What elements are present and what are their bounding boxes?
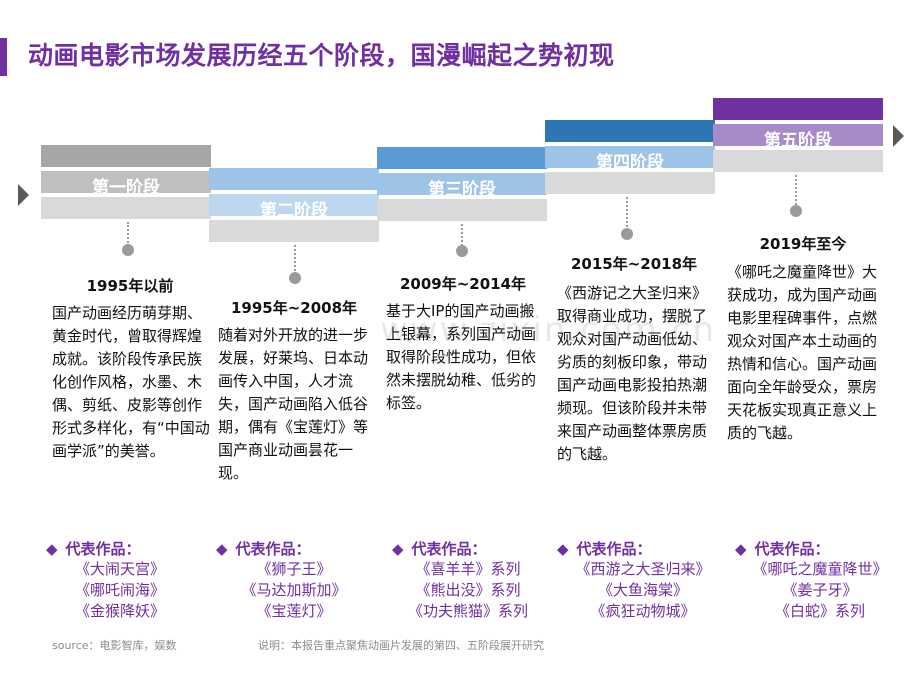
page-title: 动画电影市场发展历经五个阶段，国漫崛起之势初现 bbox=[28, 41, 615, 70]
stage-2-band-stripe bbox=[209, 220, 379, 242]
rep-heading-text: 代表作品： bbox=[411, 540, 487, 558]
rep-heading-text: 代表作品： bbox=[576, 540, 652, 558]
rep-heading-text: 代表作品： bbox=[65, 540, 141, 558]
stage-4-description: 《西游记之大圣归来》取得商业成功，摆脱了观众对国产动画低幼、劣质的刻板印象，带动… bbox=[557, 284, 708, 463]
stage-5-band-stripe bbox=[713, 124, 883, 146]
stage-2-dot bbox=[289, 272, 301, 284]
stage-5-label: 第五阶段 bbox=[764, 131, 832, 151]
stage-5-connector bbox=[795, 175, 797, 205]
work-title: 《喜羊羊》系列 bbox=[415, 560, 521, 578]
stage-4-rep-heading: ◆ 代表作品： bbox=[557, 538, 652, 559]
stage-3-works: 《喜羊羊》系列 《熊出没》系列 《功夫熊猫》系列 bbox=[383, 559, 553, 622]
diamond-bullet-icon: ◆ bbox=[557, 540, 569, 558]
stage-5-works: 《哪吒之魔童降世》 《姜子牙》 《白蛇》系列 bbox=[735, 559, 905, 622]
stage-4-band-stripe bbox=[545, 146, 715, 168]
stage-2-description: 随着对外开放的进一步发展，好莱坞、日本动画传入中国，人才流失，国产动画陷入低谷期… bbox=[218, 326, 369, 482]
stage-2-band-stripe bbox=[209, 194, 379, 216]
source-note: source：电影智库，娱数 bbox=[52, 639, 177, 652]
stage-3-band-stripe bbox=[377, 199, 547, 221]
diamond-bullet-icon: ◆ bbox=[392, 540, 404, 558]
work-title: 《熊出没》系列 bbox=[415, 581, 521, 599]
stage-1-rep-heading: ◆ 代表作品： bbox=[46, 538, 141, 559]
stage-4-period: 2015年~2018年 bbox=[570, 255, 698, 273]
work-title: 《金猴降妖》 bbox=[74, 602, 165, 620]
rep-heading-text: 代表作品： bbox=[754, 540, 830, 558]
stage-1-band-stripe bbox=[41, 197, 211, 219]
timeline-start-arrow-icon bbox=[18, 184, 29, 206]
diamond-bullet-icon: ◆ bbox=[46, 540, 58, 558]
stage-5-band-stripe bbox=[713, 150, 883, 172]
stage-1-label: 第一阶段 bbox=[92, 178, 160, 198]
stage-4-band-stripe bbox=[545, 120, 715, 142]
stage-1-works: 《大闹天宫》 《哪吒闹海》 《金猴降妖》 bbox=[35, 559, 205, 622]
stage-2-band-stripe bbox=[209, 168, 379, 190]
stage-5-dot bbox=[790, 205, 802, 217]
stage-5-period: 2019年至今 bbox=[759, 235, 847, 253]
stage-3-band: 第三阶段 bbox=[377, 147, 547, 223]
stage-4-band: 第四阶段 bbox=[545, 120, 715, 196]
stage-2-connector bbox=[294, 245, 296, 271]
stage-1-band: 第一阶段 bbox=[41, 145, 211, 221]
stage-3-band-stripe bbox=[377, 173, 547, 195]
stage-4-label: 第四阶段 bbox=[596, 153, 664, 173]
stage-1-connector bbox=[127, 222, 129, 246]
work-title: 《疯狂动物城》 bbox=[590, 602, 696, 620]
work-title: 《姜子牙》 bbox=[782, 581, 858, 599]
diamond-bullet-icon: ◆ bbox=[735, 540, 747, 558]
stage-3-dot bbox=[456, 245, 468, 257]
work-title: 《白蛇》系列 bbox=[774, 602, 865, 620]
work-title: 《狮子王》 bbox=[256, 560, 332, 578]
stage-2-label: 第二阶段 bbox=[260, 201, 328, 221]
stage-3-period: 2009年~2014年 bbox=[399, 275, 527, 293]
stage-3-rep-heading: ◆ 代表作品： bbox=[392, 538, 487, 559]
stage-3-description: 基于大IP的国产动画搬上银幕，系列国产动画取得阶段性成功，但依然未摆脱幼稚、低劣… bbox=[386, 302, 537, 412]
stage-1-description: 国产动画经历萌芽期、黄金时代，曾取得辉煌成就。该阶段传承民族化创作风格，水墨、木… bbox=[52, 304, 210, 460]
rep-heading-text: 代表作品： bbox=[235, 540, 311, 558]
stage-5-band-stripe bbox=[713, 98, 883, 120]
stage-2-rep-heading: ◆ 代表作品： bbox=[216, 538, 311, 559]
stage-1-period: 1995年以前 bbox=[86, 277, 174, 295]
stage-4-band-stripe bbox=[545, 172, 715, 194]
diamond-bullet-icon: ◆ bbox=[216, 540, 228, 558]
stage-2-works: 《狮子王》 《马达加斯加》 《宝莲灯》 bbox=[209, 559, 379, 622]
stage-1-dot bbox=[122, 244, 134, 256]
stage-5-description: 《哪吒之魔童降世》大获成功，成为国产动画电影里程碑事件，点燃观众对国产本土动画的… bbox=[727, 263, 878, 442]
stage-2-period: 1995年~2008年 bbox=[230, 299, 358, 317]
stage-1-band-stripe bbox=[41, 145, 211, 167]
stage-5-band: 第五阶段 bbox=[713, 98, 883, 174]
stage-2-band: 第二阶段 bbox=[209, 168, 379, 244]
stage-4-connector bbox=[626, 197, 628, 227]
stage-3-band-stripe bbox=[377, 147, 547, 169]
stage-5-rep-heading: ◆ 代表作品： bbox=[735, 538, 830, 559]
timeline-end-arrow-icon bbox=[893, 125, 904, 147]
work-title: 《大闹天宫》 bbox=[74, 560, 165, 578]
watermark: www.zixin.com.cn bbox=[380, 310, 716, 350]
stage-4-dot bbox=[621, 228, 633, 240]
work-title: 《马达加斯加》 bbox=[241, 581, 347, 599]
stage-3-label: 第三阶段 bbox=[428, 180, 496, 200]
work-title: 《西游之大圣归来》 bbox=[575, 560, 711, 578]
work-title: 《大鱼海棠》 bbox=[597, 581, 688, 599]
work-title: 《功夫熊猫》系列 bbox=[407, 602, 528, 620]
work-title: 《哪吒之魔童降世》 bbox=[752, 560, 888, 578]
scope-note: 说明：本报告重点聚焦动画片发展的第四、五阶段展开研究 bbox=[258, 639, 544, 652]
work-title: 《哪吒闹海》 bbox=[74, 581, 165, 599]
title-accent-bar bbox=[0, 38, 7, 76]
work-title: 《宝莲灯》 bbox=[256, 602, 332, 620]
stage-4-works: 《西游之大圣归来》 《大鱼海棠》 《疯狂动物城》 bbox=[558, 559, 728, 622]
stage-1-band-stripe bbox=[41, 171, 211, 193]
stage-3-connector bbox=[461, 224, 463, 246]
